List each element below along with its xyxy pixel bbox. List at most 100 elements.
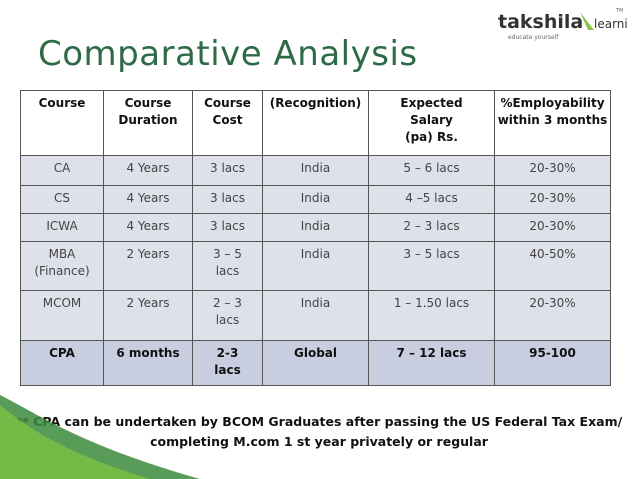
- table-cell: 2 – 3 lacs: [368, 213, 495, 242]
- table-cell: MBA (Finance): [20, 241, 104, 291]
- table-cell: 3 – 5 lacs: [368, 241, 495, 291]
- table-row: MCOM 2 Years 2 – 3 lacs India 1 – 1.50 lacs 20…: [20, 290, 611, 341]
- table-cell: 4 Years: [103, 185, 193, 214]
- table-row: CS 4 Years 3 lacs India 4 –5 lacs 20-30%: [20, 185, 611, 214]
- table-cell: India: [262, 290, 369, 341]
- table-row: MBA (Finance) 2 Years 3 – 5 lacs India 3 – 5 l…: [20, 241, 611, 291]
- table-cell: India: [262, 185, 369, 214]
- cell-line: MCOM: [42, 296, 82, 310]
- cell-line: (pa) Rs.: [405, 130, 458, 144]
- logo-tm: TM: [615, 8, 623, 14]
- cell-line: CPA: [49, 346, 75, 360]
- footnote-line: completing M.com 1 st year privately or …: [150, 434, 488, 449]
- table-cell: 1 – 1.50 lacs: [368, 290, 495, 341]
- cell-line: India: [300, 247, 331, 261]
- cell-line: 20-30%: [529, 161, 576, 175]
- table-cell: Course Duration: [103, 90, 193, 156]
- footnote: ** CPA can be undertaken by BCOM Graduat…: [0, 412, 638, 452]
- cell-line: Cost: [212, 113, 243, 127]
- table-cell: 95-100: [494, 340, 611, 386]
- cell-line: Course: [124, 96, 172, 110]
- logo-icon: [580, 12, 594, 30]
- cell-line: 3 lacs: [210, 191, 245, 205]
- cell-line: 7 – 12 lacs: [396, 346, 467, 360]
- table-cell: Global: [262, 340, 369, 386]
- header-row: Course Course Duration Course Cost (Recogniti…: [20, 90, 611, 156]
- table-cell: India: [262, 155, 369, 186]
- cell-line: 2 – 3: [213, 296, 242, 310]
- cell-line: India: [300, 161, 331, 175]
- cell-line: India: [300, 191, 331, 205]
- table-cell: 4 Years: [103, 213, 193, 242]
- cell-line: Salary: [410, 113, 453, 127]
- table-cell: 3 lacs: [192, 155, 263, 186]
- table-row: ICWA 4 Years 3 lacs India 2 – 3 lacs 20-30%: [20, 213, 611, 242]
- table-row: CA 4 Years 3 lacs India 5 – 6 lacs 20-30%: [20, 155, 611, 186]
- table-cell: India: [262, 241, 369, 291]
- cell-line: 4 –5 lacs: [405, 191, 458, 205]
- table-cell: Course Cost: [192, 90, 263, 156]
- cell-line: ICWA: [46, 219, 78, 233]
- cell-line: CS: [54, 191, 70, 205]
- table-cell: ICWA: [20, 213, 104, 242]
- cell-line: 4 Years: [126, 219, 170, 233]
- cell-line: Duration: [118, 113, 178, 127]
- table-cell: 4 –5 lacs: [368, 185, 495, 214]
- table-cell: 6 months: [103, 340, 193, 386]
- table-cell: CS: [20, 185, 104, 214]
- table-cell: India: [262, 213, 369, 242]
- cell-line: Course: [204, 96, 251, 110]
- table-cell: 4 Years: [103, 155, 193, 186]
- comparison-table: Course Course Duration Course Cost (Recogniti…: [20, 90, 611, 386]
- cell-line: lacs: [215, 264, 240, 278]
- table-cell: MCOM: [20, 290, 104, 341]
- table-cell: 2-3 lacs: [192, 340, 263, 386]
- cell-line: lacs: [215, 313, 240, 327]
- cell-line: 20-30%: [529, 296, 576, 310]
- title: Comparative Analysis: [38, 34, 418, 74]
- table-cell: (Recognition): [262, 90, 369, 156]
- cell-line: 2-3: [216, 346, 239, 360]
- cell-line: 3 – 5: [213, 247, 242, 261]
- table-cell: 3 – 5 lacs: [192, 241, 263, 291]
- cell-line: 2 Years: [126, 247, 170, 261]
- cell-line: 4 Years: [126, 191, 170, 205]
- cell-line: 2 – 3 lacs: [403, 219, 460, 233]
- table-cell: 5 – 6 lacs: [368, 155, 495, 186]
- cell-line: 3 lacs: [210, 219, 245, 233]
- cell-line: MBA: [48, 247, 76, 261]
- logo-brand: takshila: [498, 11, 583, 33]
- table-cell: 20-30%: [494, 290, 611, 341]
- cell-line: 4 Years: [126, 161, 170, 175]
- table-cell: 20-30%: [494, 155, 611, 186]
- logo: takshila learning educate yourself TM: [498, 8, 628, 41]
- table-cell: 40-50%: [494, 241, 611, 291]
- table-cell: CA: [20, 155, 104, 186]
- cell-line: (Finance): [34, 264, 90, 278]
- table-cell: 3 lacs: [192, 213, 263, 242]
- cell-line: 40-50%: [529, 247, 576, 261]
- cell-line: 20-30%: [529, 219, 576, 233]
- table-cell: 2 Years: [103, 290, 193, 341]
- table-cell: 2 Years: [103, 241, 193, 291]
- cell-line: (Recognition): [269, 96, 362, 110]
- cell-line: Course: [38, 96, 86, 110]
- cell-line: India: [300, 219, 331, 233]
- table-row: CPA 6 months 2-3 lacs Global 7 – 12 lacs 95-10…: [20, 340, 611, 386]
- table-cell: 7 – 12 lacs: [368, 340, 495, 386]
- table-cell: 3 lacs: [192, 185, 263, 214]
- cell-line: 95-100: [529, 346, 576, 360]
- decor-swoosh: [0, 395, 200, 479]
- cell-line: within 3 months: [497, 113, 608, 127]
- cell-line: CA: [53, 161, 71, 175]
- cell-line: 2 Years: [126, 296, 170, 310]
- cell-line: %Employability: [500, 96, 605, 110]
- cell-line: 3 – 5 lacs: [403, 247, 460, 261]
- table-cell: Expected Salary (pa) Rs.: [368, 90, 495, 156]
- cell-line: 20-30%: [529, 191, 576, 205]
- logo-brand2: learning: [594, 17, 628, 31]
- cell-line: 1 – 1.50 lacs: [393, 296, 470, 310]
- table-cell: 20-30%: [494, 213, 611, 242]
- table-cell: 2 – 3 lacs: [192, 290, 263, 341]
